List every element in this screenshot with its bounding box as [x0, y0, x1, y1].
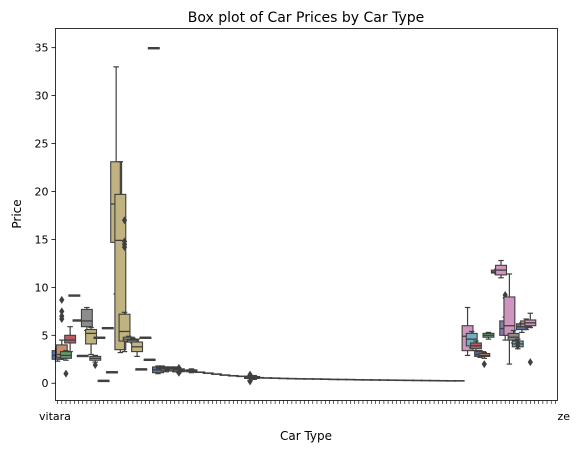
outlier-marker [121, 237, 128, 246]
y-tick-label: 35 [35, 42, 49, 55]
y-tick-label: 10 [35, 281, 49, 294]
outlier-marker [481, 360, 487, 369]
y-tick-label: 0 [42, 377, 49, 390]
y-axis: 0 5 10 15 20 25 30 35 [35, 42, 56, 390]
outlier-marker [121, 216, 128, 225]
outlier-marker [176, 363, 182, 372]
outlier-marker [59, 312, 65, 321]
outlier-marker [59, 307, 65, 316]
outlier-marker [247, 377, 253, 386]
trend-markers-group [177, 369, 465, 382]
outlier-marker [63, 369, 69, 378]
outlier-marker [515, 338, 521, 347]
plot-border [55, 28, 558, 401]
plot-frame [55, 28, 558, 401]
x-tick-label-first: vitara [39, 410, 71, 423]
outlier-marker [59, 295, 65, 304]
outlier-marker [92, 361, 98, 370]
chart-title: Box plot of Car Prices by Car Type [188, 10, 425, 26]
y-tick-label: 20 [35, 185, 49, 198]
box-body [503, 296, 516, 336]
y-tick-label: 30 [35, 90, 49, 103]
outlier-marker [527, 358, 533, 367]
box-body [80, 308, 93, 328]
box-body [64, 334, 77, 344]
plot-area [51, 28, 558, 401]
x-axis-label: Car Type [280, 429, 332, 443]
x-tick-label-last: ze [557, 410, 570, 423]
y-tick-label: 15 [35, 233, 49, 246]
y-tick-label: 5 [42, 329, 49, 342]
box-body [114, 193, 127, 351]
y-tick-label: 25 [35, 138, 49, 151]
y-axis-label: Price [10, 199, 24, 228]
x-axis: vitara ze [39, 400, 570, 423]
